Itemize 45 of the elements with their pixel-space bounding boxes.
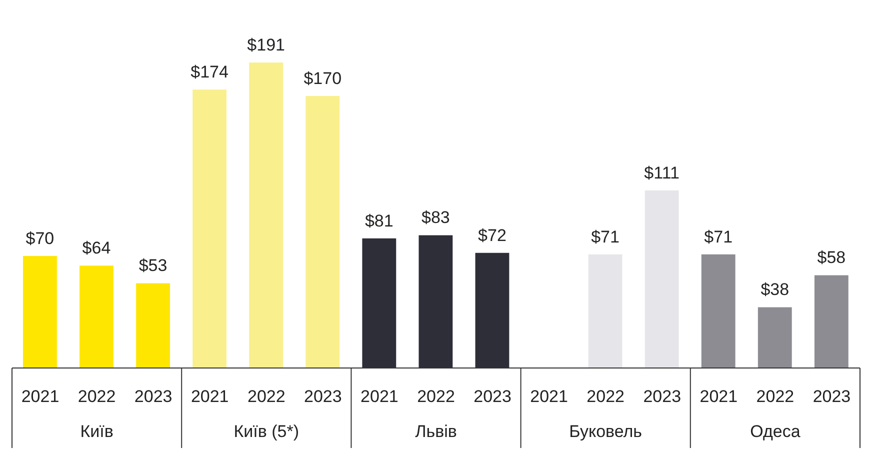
x-tick-label: 2023 bbox=[812, 387, 851, 406]
x-tick-label: 2023 bbox=[304, 387, 342, 406]
x-tick-label: 2021 bbox=[190, 387, 229, 406]
text: Буковель bbox=[569, 422, 642, 441]
x-tick-label: 2022 bbox=[78, 387, 116, 406]
x-tick-label: 2022 bbox=[756, 387, 794, 406]
x-tick-label: 2021 bbox=[700, 387, 738, 406]
data-label: $72 bbox=[478, 226, 506, 245]
text: Київ bbox=[80, 422, 114, 441]
bar bbox=[192, 90, 227, 368]
data-label: $174 bbox=[190, 62, 228, 82]
x-tick-label: 2023 bbox=[134, 387, 172, 406]
data-label: $38 bbox=[760, 280, 790, 300]
bar bbox=[588, 254, 622, 368]
text: Одеса bbox=[750, 422, 801, 441]
data-label: $58 bbox=[817, 248, 846, 268]
data-label: $111 bbox=[644, 163, 680, 182]
data-label: $71 bbox=[704, 227, 733, 246]
data-label: $71 bbox=[591, 227, 620, 246]
x-tick-label: 2022 bbox=[247, 387, 286, 406]
bar bbox=[136, 283, 170, 368]
bar bbox=[23, 256, 57, 368]
x-tick-label: 2022 bbox=[417, 387, 455, 406]
bar bbox=[80, 266, 114, 368]
data-label: $53 bbox=[138, 256, 168, 276]
x-tick-label: 2021 bbox=[360, 387, 398, 406]
data-label: $170 bbox=[304, 69, 342, 88]
x-tick-label: 2021 bbox=[530, 387, 568, 406]
bar bbox=[814, 275, 848, 368]
x-tick-label: 2021 bbox=[21, 387, 60, 406]
x-tick-label: 2023 bbox=[643, 387, 682, 406]
data-label: $70 bbox=[26, 229, 54, 248]
bar bbox=[306, 96, 340, 368]
text: Київ (5*) bbox=[234, 422, 300, 441]
data-label: $191 bbox=[247, 35, 286, 54]
text: Львів bbox=[415, 422, 457, 441]
bar bbox=[758, 307, 792, 368]
data-label: $83 bbox=[422, 208, 450, 228]
bar bbox=[701, 254, 736, 368]
x-tick-label: 2023 bbox=[474, 387, 512, 406]
x-tick-label: 2022 bbox=[586, 387, 625, 406]
bar bbox=[249, 62, 284, 368]
bar bbox=[644, 190, 679, 368]
data-label: $81 bbox=[364, 211, 394, 230]
data-label: $64 bbox=[82, 238, 111, 258]
